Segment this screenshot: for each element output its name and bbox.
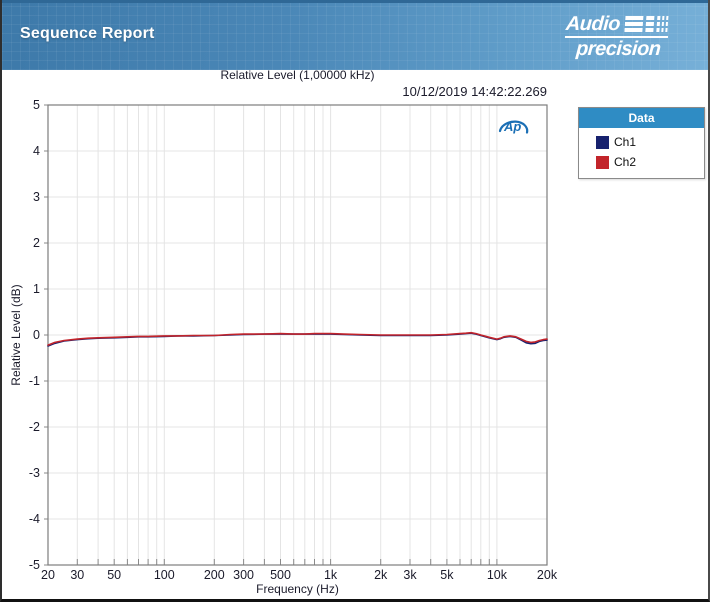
ch1-color-swatch-icon [596, 135, 609, 149]
svg-text:1k: 1k [324, 568, 338, 582]
x-tick-marks [47, 559, 548, 565]
svg-text:2: 2 [33, 236, 40, 250]
svg-text:300: 300 [233, 568, 254, 582]
svg-text:-2: -2 [29, 420, 40, 434]
chart-title: Relative Level (1,00000 kHz) [220, 68, 375, 82]
ch2-color-swatch-icon [596, 155, 609, 169]
svg-text:0: 0 [33, 328, 40, 342]
svg-text:100: 100 [154, 568, 175, 582]
legend-item-ch1[interactable]: Ch1 [579, 132, 704, 152]
legend: Data Ch1 Ch2 [578, 107, 705, 179]
brand-bars-icon [624, 16, 669, 32]
y-gridlines [48, 150, 547, 520]
trace-ch2 [47, 331, 548, 346]
x-axis-label: Frequency (Hz) [256, 582, 339, 596]
chart-plot-area[interactable]: 20 30 50 100 200 300 500 1k 2k 3k 5k 10k 20k 5 4 3 2 1 0 -1… [2, 70, 710, 602]
svg-text:-3: -3 [29, 466, 40, 480]
brand-precision-text: precision [575, 38, 662, 60]
svg-text:30: 30 [70, 568, 84, 582]
svg-text:-4: -4 [29, 512, 40, 526]
svg-text:2k: 2k [374, 568, 388, 582]
y-axis-label: Relative Level (dB) [9, 284, 23, 386]
svg-text:-5: -5 [29, 558, 40, 572]
legend-label-ch1: Ch1 [614, 135, 637, 149]
page-title: Sequence Report [20, 25, 155, 42]
audio-precision-logo: Audio precision [563, 13, 670, 60]
plot-border [47, 104, 548, 566]
svg-text:200: 200 [204, 568, 225, 582]
chart-timestamp: 10/12/2019 14:42:22.269 [402, 84, 547, 99]
brand-audio-text: Audio [564, 13, 621, 35]
svg-text:3: 3 [33, 190, 40, 204]
svg-text:20k: 20k [537, 568, 558, 582]
svg-text:500: 500 [270, 568, 291, 582]
svg-text:10k: 10k [487, 568, 508, 582]
legend-item-ch2[interactable]: Ch2 [579, 152, 704, 172]
legend-body: Ch1 Ch2 [579, 128, 704, 178]
svg-text:20: 20 [41, 568, 55, 582]
report-header: Sequence Report Audio precision [2, 0, 708, 70]
y-tick-labels: 5 4 3 2 1 0 -1 -2 -3 -4 -5 [29, 98, 40, 572]
x-tick-labels: 20 30 50 100 200 300 500 1k 2k 3k 5k 10k 20k [41, 568, 558, 582]
legend-header: Data [579, 108, 704, 128]
ap-watermark-icon: Ap [498, 119, 529, 134]
y-tick-marks [44, 104, 48, 566]
svg-text:5: 5 [33, 98, 40, 112]
legend-label-ch2: Ch2 [614, 155, 637, 169]
svg-text:50: 50 [107, 568, 121, 582]
svg-text:3k: 3k [403, 568, 417, 582]
svg-text:5k: 5k [440, 568, 454, 582]
ap-watermark-text: Ap [503, 119, 521, 134]
svg-text:4: 4 [33, 144, 40, 158]
svg-text:1: 1 [33, 282, 40, 296]
svg-text:-1: -1 [29, 374, 40, 388]
